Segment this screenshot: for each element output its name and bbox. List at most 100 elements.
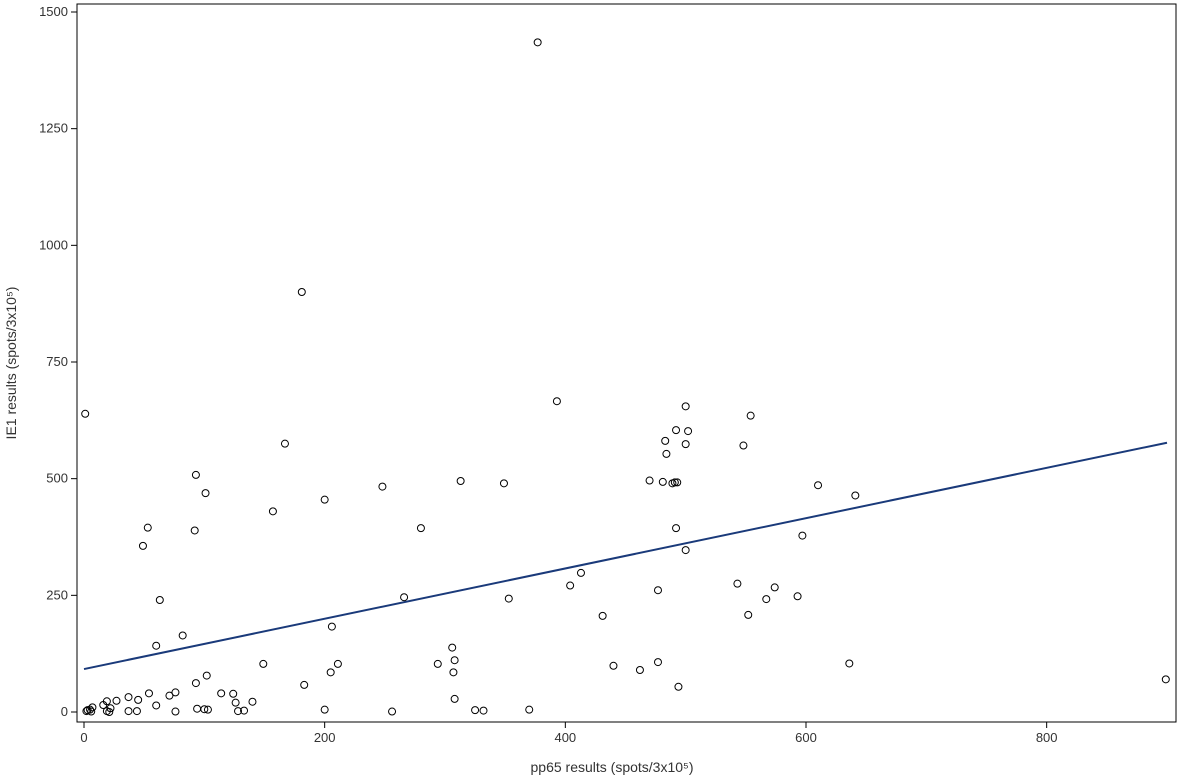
trend-line-group xyxy=(83,441,1168,671)
data-point xyxy=(456,477,465,485)
x-tick-label: 800 xyxy=(1036,730,1058,745)
data-point xyxy=(378,482,387,491)
data-point xyxy=(609,661,618,670)
data-point xyxy=(200,705,209,714)
y-tick-label: 500 xyxy=(46,471,68,486)
data-point xyxy=(673,478,682,487)
data-point xyxy=(388,707,397,716)
data-point xyxy=(416,524,425,533)
data-point xyxy=(479,706,488,715)
data-point xyxy=(268,507,277,516)
data-point xyxy=(744,610,753,619)
data-point xyxy=(681,440,690,449)
data-point xyxy=(746,411,755,420)
data-point xyxy=(670,478,679,487)
data-point xyxy=(333,659,342,668)
data-point xyxy=(165,691,174,700)
data-point xyxy=(240,706,249,715)
data-point xyxy=(533,38,542,47)
data-point xyxy=(231,698,240,707)
data-point xyxy=(171,688,180,697)
data-point xyxy=(793,592,802,601)
data-point xyxy=(471,706,480,715)
y-tick-label: 0 xyxy=(61,704,68,719)
y-axis: 0 250 500 750 1000 1250 1500 xyxy=(39,4,77,719)
data-point xyxy=(449,668,458,677)
data-point xyxy=(112,696,121,705)
data-point xyxy=(259,659,268,668)
data-point xyxy=(1161,675,1170,684)
x-tick-label: 400 xyxy=(554,730,576,745)
data-point xyxy=(499,479,508,488)
data-point xyxy=(576,568,585,577)
data-point xyxy=(525,705,534,714)
y-axis-title: IE1 results (spots/3x10⁵) xyxy=(3,287,19,440)
data-point xyxy=(193,704,202,713)
data-point xyxy=(770,583,779,592)
x-axis-title: pp65 results (spots/3x10⁵) xyxy=(531,759,694,775)
data-point xyxy=(203,705,212,714)
data-point xyxy=(814,481,823,490)
data-point xyxy=(152,701,161,710)
data-point xyxy=(87,707,96,716)
data-point xyxy=(672,426,681,435)
data-point xyxy=(653,658,662,667)
data-point xyxy=(400,593,409,602)
data-point xyxy=(191,470,200,479)
data-point xyxy=(280,439,289,448)
data-point xyxy=(88,703,97,712)
data-point xyxy=(645,476,654,485)
data-point xyxy=(190,526,199,535)
data-point xyxy=(297,288,306,296)
data-point xyxy=(598,611,607,620)
data-point xyxy=(300,680,309,689)
data-point xyxy=(798,531,807,540)
x-tick-label: 0 xyxy=(80,730,87,745)
data-point xyxy=(662,449,671,458)
data-point xyxy=(320,705,329,714)
data-point xyxy=(191,679,200,688)
x-axis: 0 200 400 600 800 xyxy=(80,722,1058,745)
y-tick-label: 1500 xyxy=(39,4,68,19)
data-point xyxy=(320,495,329,504)
data-point xyxy=(217,689,226,698)
data-point xyxy=(653,586,662,595)
data-point xyxy=(552,397,561,406)
y-tick-label: 250 xyxy=(46,587,68,602)
data-point xyxy=(762,595,771,604)
data-point xyxy=(504,594,513,603)
data-point xyxy=(155,596,164,604)
data-point xyxy=(132,707,141,716)
data-point xyxy=(234,707,243,716)
data-point xyxy=(661,436,670,445)
data-point xyxy=(681,402,690,411)
data-point xyxy=(82,707,91,716)
data-point xyxy=(658,477,667,486)
x-tick-label: 600 xyxy=(795,730,817,745)
data-point xyxy=(143,523,152,532)
data-point xyxy=(134,695,143,704)
data-point xyxy=(845,659,854,668)
data-point xyxy=(733,579,742,588)
data-points xyxy=(81,38,1170,716)
data-point xyxy=(448,643,457,652)
data-point xyxy=(124,707,133,716)
data-point xyxy=(684,427,693,436)
data-point xyxy=(450,694,459,703)
data-point xyxy=(433,659,442,668)
data-point xyxy=(178,631,187,640)
data-point xyxy=(327,622,336,631)
data-point xyxy=(152,641,161,650)
data-point xyxy=(171,707,180,716)
data-point xyxy=(99,701,108,709)
data-point xyxy=(144,689,153,698)
plot-frame xyxy=(76,3,1177,723)
data-point xyxy=(851,491,860,500)
y-tick-label: 750 xyxy=(46,354,68,369)
data-point xyxy=(105,708,114,716)
data-point xyxy=(229,689,238,698)
data-point xyxy=(672,524,681,533)
y-tick-label: 1250 xyxy=(39,121,68,136)
data-point xyxy=(681,546,690,555)
